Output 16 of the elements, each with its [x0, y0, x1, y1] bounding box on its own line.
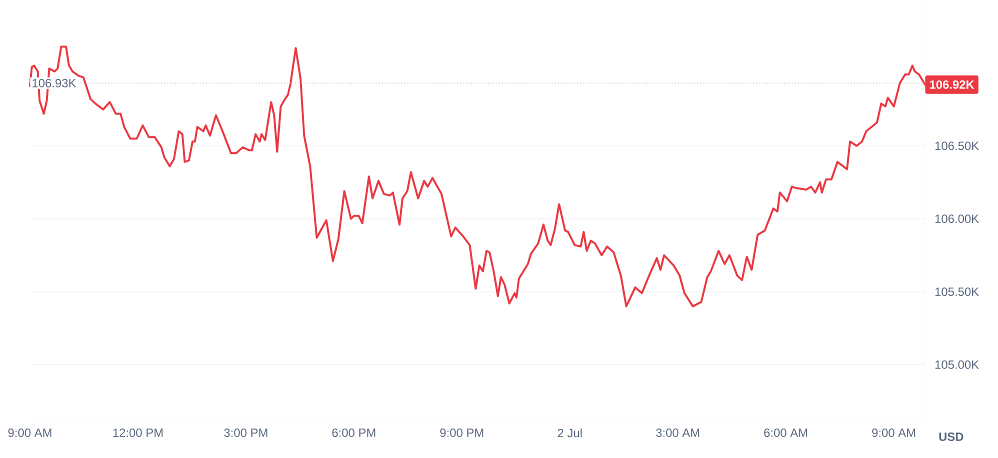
x-tick-label: 6:00 PM: [332, 428, 376, 437]
y-tick-label: 105.50K: [935, 287, 979, 296]
x-tick-label: 3:00 AM: [656, 428, 700, 437]
x-tick-label: 9:00 AM: [8, 428, 52, 437]
x-tick-label: 6:00 AM: [764, 428, 808, 437]
y-axis-title: USD: [939, 432, 964, 441]
y-tick-label: 106.50K: [935, 142, 979, 150]
x-tick-label: 2 Jul: [558, 428, 582, 438]
x-tick-label: 9:00 PM: [440, 428, 484, 437]
x-tick-label: 12:00 PM: [113, 428, 163, 437]
ref-line-label: 106.93K: [32, 78, 76, 88]
y-tick-label: 105.00K: [935, 360, 979, 369]
x-tick-label: 9:00 AM: [872, 428, 916, 437]
y-tick-label: 106.00K: [935, 214, 979, 224]
x-tick-label: 3:00 PM: [224, 428, 268, 437]
annotation: 106.92K: [930, 80, 974, 89]
